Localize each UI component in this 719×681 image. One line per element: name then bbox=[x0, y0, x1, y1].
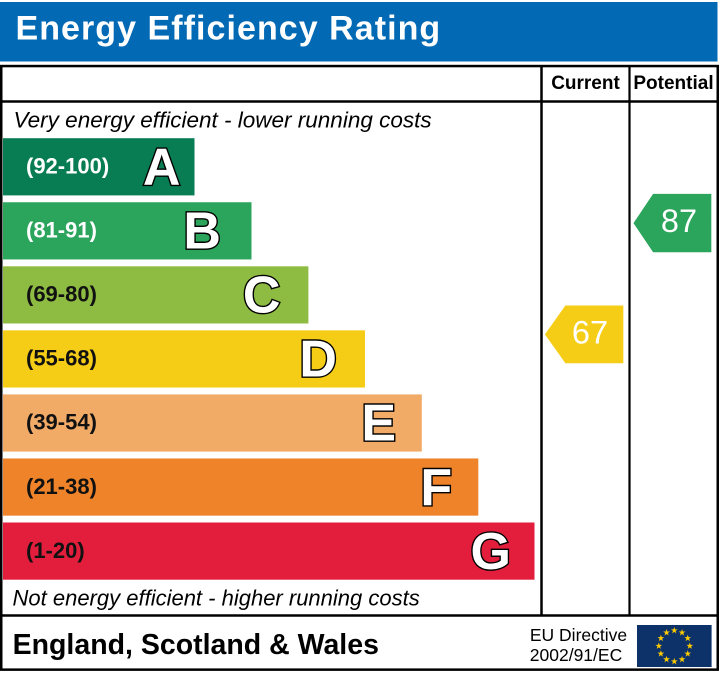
svg-text:G: G bbox=[470, 523, 510, 581]
svg-text:C: C bbox=[243, 267, 281, 325]
svg-text:87: 87 bbox=[661, 203, 697, 239]
svg-text:F: F bbox=[420, 459, 452, 517]
svg-text:(39-54): (39-54) bbox=[26, 410, 97, 435]
svg-text:(69-80): (69-80) bbox=[26, 282, 97, 307]
svg-text:2002/91/EC: 2002/91/EC bbox=[530, 645, 622, 665]
svg-text:Current: Current bbox=[551, 73, 620, 94]
svg-text:Energy Efficiency Rating: Energy Efficiency Rating bbox=[16, 9, 442, 47]
svg-text:EU Directive: EU Directive bbox=[530, 625, 627, 645]
svg-text:(81-91): (81-91) bbox=[26, 218, 97, 243]
svg-text:(55-68): (55-68) bbox=[26, 346, 97, 371]
svg-text:D: D bbox=[299, 331, 337, 389]
svg-text:Not energy efficient - higher: Not energy efficient - higher running co… bbox=[13, 586, 420, 611]
svg-text:(92-100): (92-100) bbox=[26, 154, 109, 179]
svg-text:England, Scotland & Wales: England, Scotland & Wales bbox=[13, 629, 379, 661]
svg-text:B: B bbox=[183, 203, 221, 261]
svg-text:A: A bbox=[143, 139, 181, 197]
svg-text:E: E bbox=[361, 395, 396, 453]
svg-text:Potential: Potential bbox=[633, 73, 713, 94]
svg-text:Very energy efficient - lower: Very energy efficient - lower running co… bbox=[14, 108, 432, 133]
svg-text:(21-38): (21-38) bbox=[26, 474, 97, 499]
svg-text:67: 67 bbox=[572, 315, 608, 351]
svg-text:(1-20): (1-20) bbox=[26, 538, 85, 563]
